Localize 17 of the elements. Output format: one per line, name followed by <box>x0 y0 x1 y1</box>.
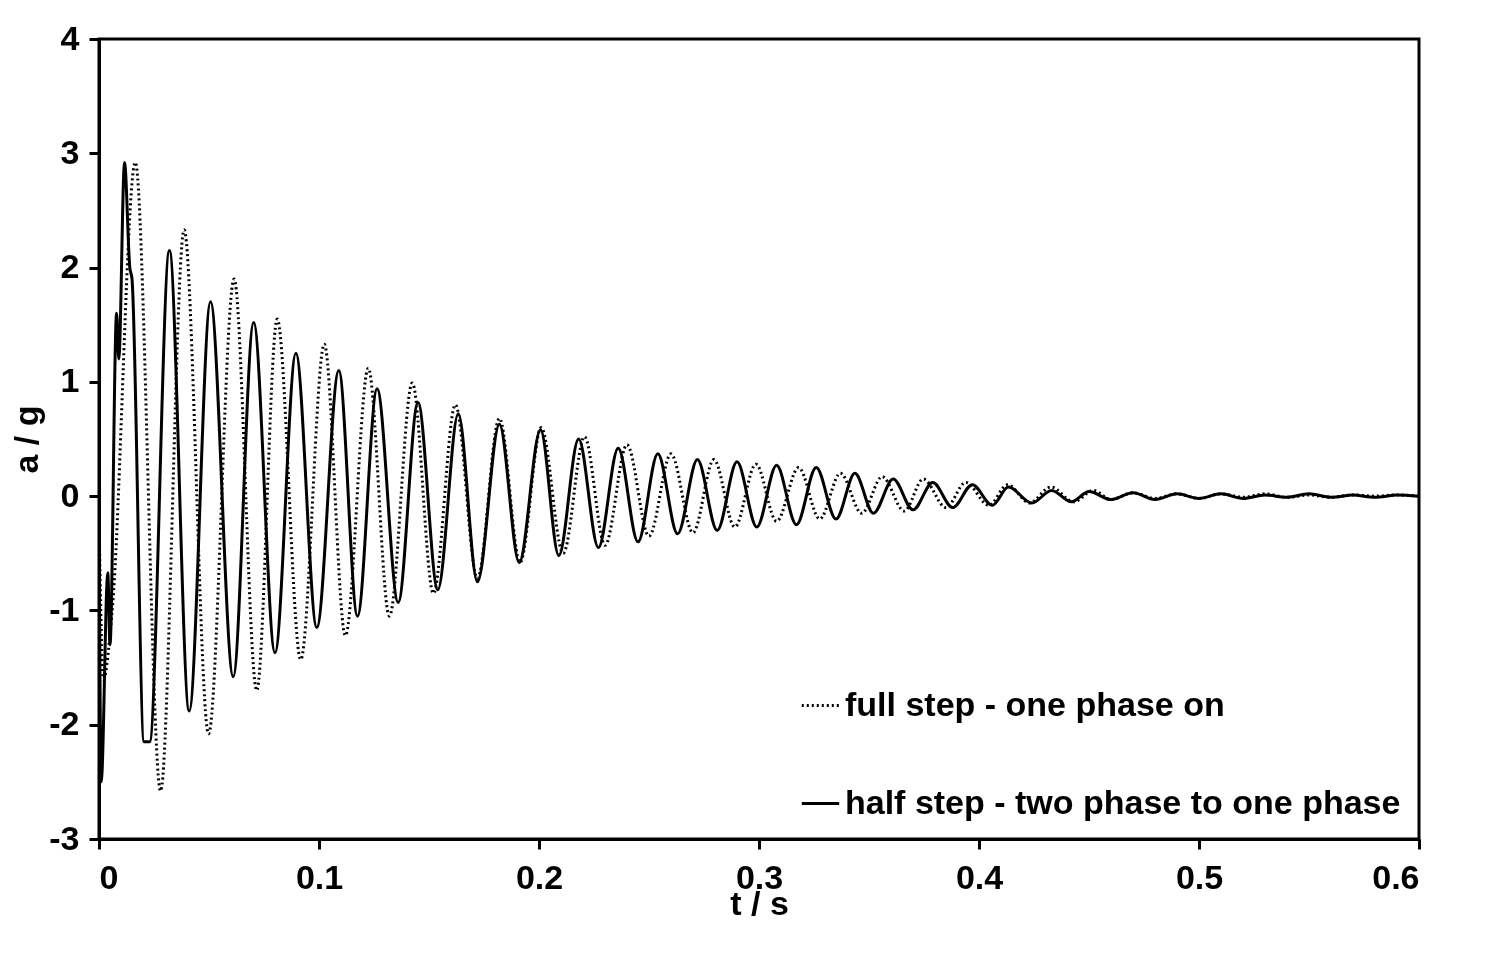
y-tick-label: -3 <box>49 818 80 857</box>
x-tick-label: 0 <box>99 857 119 896</box>
x-tick-label: 0.5 <box>1175 857 1224 896</box>
y-tick-label: -1 <box>49 589 80 628</box>
y-axis-title: a / g <box>7 405 46 474</box>
x-tick-label: 0.1 <box>295 857 344 896</box>
y-tick-label: 3 <box>60 132 80 171</box>
y-tick-label: 0 <box>60 475 80 514</box>
x-tick-label: 0.4 <box>955 857 1004 896</box>
y-tick-label: 2 <box>60 247 80 286</box>
y-tick-label: -2 <box>49 704 80 743</box>
legend-label: full step - one phase on <box>845 684 1225 723</box>
x-tick-label: 0.2 <box>515 857 564 896</box>
x-tick-label: 0.6 <box>1372 857 1420 896</box>
y-tick-label: 4 <box>60 18 80 57</box>
legend-label: half step - two phase to one phase <box>845 782 1401 821</box>
y-tick-label: 1 <box>60 361 80 400</box>
